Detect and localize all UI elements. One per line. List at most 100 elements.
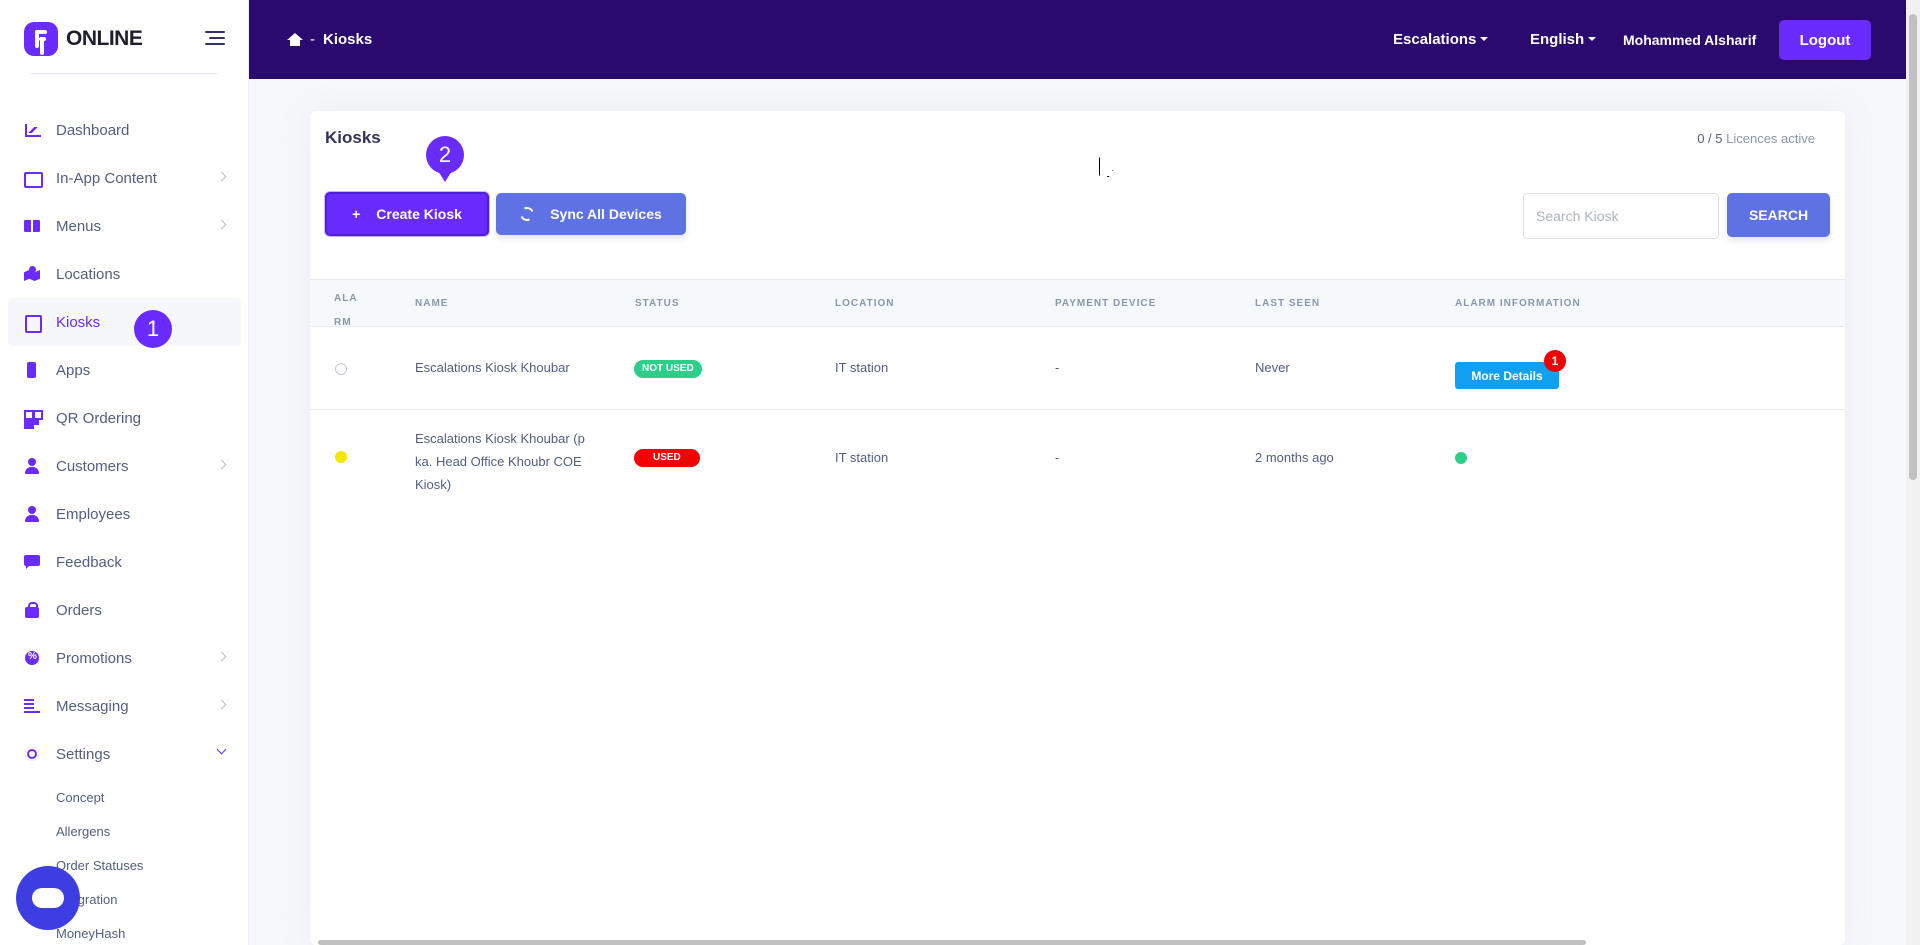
sidebar-item-messaging[interactable]: Messaging [0, 682, 248, 730]
user-name[interactable]: Mohammed Alsharif [1623, 32, 1757, 48]
comment-icon [24, 554, 40, 570]
sidebar-item-kiosks[interactable]: Kiosks [8, 298, 241, 346]
sidebar-nav: Dashboard In-App Content Menus Locations… [0, 106, 248, 778]
breadcrumb-current: Kiosks [323, 31, 373, 48]
search-button[interactable]: SEARCH [1727, 193, 1830, 237]
licences-label: Licences active [1726, 131, 1815, 146]
sync-all-devices-button[interactable]: Sync All Devices [496, 193, 686, 235]
language-label: English [1530, 31, 1585, 48]
sidebar-item-apps[interactable]: Apps [0, 346, 248, 394]
kiosk-name[interactable]: Escalations Kiosk Khoubar (p ka. Head Of… [415, 427, 585, 496]
more-details-button[interactable]: More Details [1455, 362, 1559, 389]
vertical-scrollbar[interactable] [1906, 0, 1920, 945]
sidebar-item-label: Apps [56, 361, 91, 379]
sidebar-item-label: In-App Content [56, 169, 157, 187]
alarm-status-ok-icon [1455, 452, 1467, 464]
gear-icon [24, 746, 40, 762]
chevron-right-icon [216, 171, 227, 182]
kiosk-location: IT station [835, 450, 889, 465]
sync-icon [518, 205, 537, 223]
table-row[interactable]: Escalations Kiosk Khoubar NOT USED IT st… [310, 327, 1845, 410]
sidebar-item-label: Customers [56, 457, 129, 475]
kiosks-card: Kiosks 0 / 5 Licences active + Create Ki… [310, 111, 1845, 945]
sidebar-item-settings[interactable]: Settings [0, 730, 248, 778]
kiosk-payment-device: - [1055, 360, 1060, 375]
sidebar-item-dashboard[interactable]: Dashboard [0, 106, 248, 154]
sidebar-item-in-app-content[interactable]: In-App Content [0, 154, 248, 202]
kiosk-name-line: ka. Head Office Khoubr COE [415, 454, 582, 469]
escalations-dropdown[interactable]: Escalations [1393, 31, 1489, 48]
chevron-right-icon [216, 651, 227, 662]
sidebar-item-employees[interactable]: Employees [0, 490, 248, 538]
step-marker-tail [435, 166, 455, 182]
sidebar-item-label: Promotions [56, 649, 132, 667]
scrollbar-thumb[interactable] [1909, 14, 1917, 480]
caret-down-icon [1480, 37, 1489, 41]
escalations-label: Escalations [1393, 31, 1477, 48]
chevron-down-icon [216, 744, 227, 755]
table-row[interactable]: Escalations Kiosk Khoubar (p ka. Head Of… [310, 411, 1845, 504]
step-marker-1: 1 [134, 310, 172, 348]
subnav-item-allergens[interactable]: Allergens [56, 823, 111, 839]
kiosk-location: IT station [835, 360, 889, 375]
chart-area-icon [24, 122, 41, 138]
kiosk-name-line: Kiosk) [415, 477, 452, 492]
map-marked-icon [24, 266, 40, 282]
search-input[interactable] [1523, 193, 1719, 239]
brand-logo-icon [24, 22, 58, 56]
mobile-icon [24, 362, 40, 378]
sidebar-item-label: Settings [56, 745, 111, 763]
col-location: LOCATION [835, 298, 895, 309]
subnav-item-concept[interactable]: Concept [56, 789, 105, 805]
col-name: NAME [415, 298, 449, 309]
licences-count: 0 / 5 [1697, 131, 1723, 146]
col-status: STATUS [635, 298, 680, 309]
sidebar-item-label: Employees [56, 505, 131, 523]
brand[interactable]: ONLINE [24, 22, 143, 56]
shopping-bag-icon [24, 602, 40, 618]
kiosk-name[interactable]: Escalations Kiosk Khoubar [415, 360, 570, 375]
chevron-right-icon [216, 699, 227, 710]
sidebar-item-label: Dashboard [56, 121, 130, 139]
book-open-icon [24, 218, 40, 234]
horizontal-scrollbar[interactable] [318, 940, 1586, 945]
chat-widget-icon[interactable] [16, 866, 80, 930]
sidebar-item-label: Menus [56, 217, 102, 235]
licences-status: 0 / 5 Licences active [1697, 131, 1815, 146]
caret-down-icon [1588, 37, 1597, 41]
alarm-indicator-empty [335, 363, 347, 375]
sidebar-item-label: Messaging [56, 697, 129, 715]
sidebar-item-label: Orders [56, 601, 102, 619]
tablet-icon [24, 314, 42, 333]
percent-badge-icon [24, 650, 40, 666]
status-badge: USED [634, 448, 700, 467]
kiosk-last-seen: Never [1255, 360, 1290, 375]
subnav-item-order-statuses[interactable]: Order Statuses [56, 857, 144, 873]
sidebar-item-qr-ordering[interactable]: QR Ordering [0, 394, 248, 442]
sidebar-item-locations[interactable]: Locations [0, 250, 248, 298]
sidebar-item-promotions[interactable]: Promotions [0, 634, 248, 682]
breadcrumb: - Kiosks [287, 31, 372, 48]
sidebar-item-feedback[interactable]: Feedback [0, 538, 248, 586]
sidebar-item-orders[interactable]: Orders [0, 586, 248, 634]
breadcrumb-separator: - [310, 31, 315, 48]
sidebar-item-label: QR Ordering [56, 409, 142, 427]
status-badge: NOT USED [634, 359, 702, 378]
page-title: Kiosks [325, 128, 381, 147]
sidebar-item-customers[interactable]: Customers [0, 442, 248, 490]
logout-button[interactable]: Logout [1779, 20, 1871, 60]
sidebar-divider [30, 73, 218, 74]
sidebar-item-label: Kiosks [56, 313, 101, 331]
subnav-item-moneyhash[interactable]: MoneyHash [56, 925, 126, 941]
home-icon[interactable] [287, 33, 303, 46]
qrcode-icon [24, 410, 40, 426]
sidebar-item-menus[interactable]: Menus [0, 202, 248, 250]
col-alarm: ALA RM [334, 293, 358, 328]
sidebar-item-label: Locations [56, 265, 121, 283]
kiosk-last-seen: 2 months ago [1255, 450, 1334, 465]
top-navbar: - Kiosks Escalations English Mohammed Al… [249, 0, 1920, 79]
table-header: ALA RM NAME STATUS LOCATION PAYMENT DEVI… [310, 279, 1845, 328]
create-kiosk-button[interactable]: + Create Kiosk [325, 192, 489, 236]
sidebar-toggle-icon[interactable] [205, 31, 225, 47]
language-dropdown[interactable]: English [1530, 31, 1597, 48]
